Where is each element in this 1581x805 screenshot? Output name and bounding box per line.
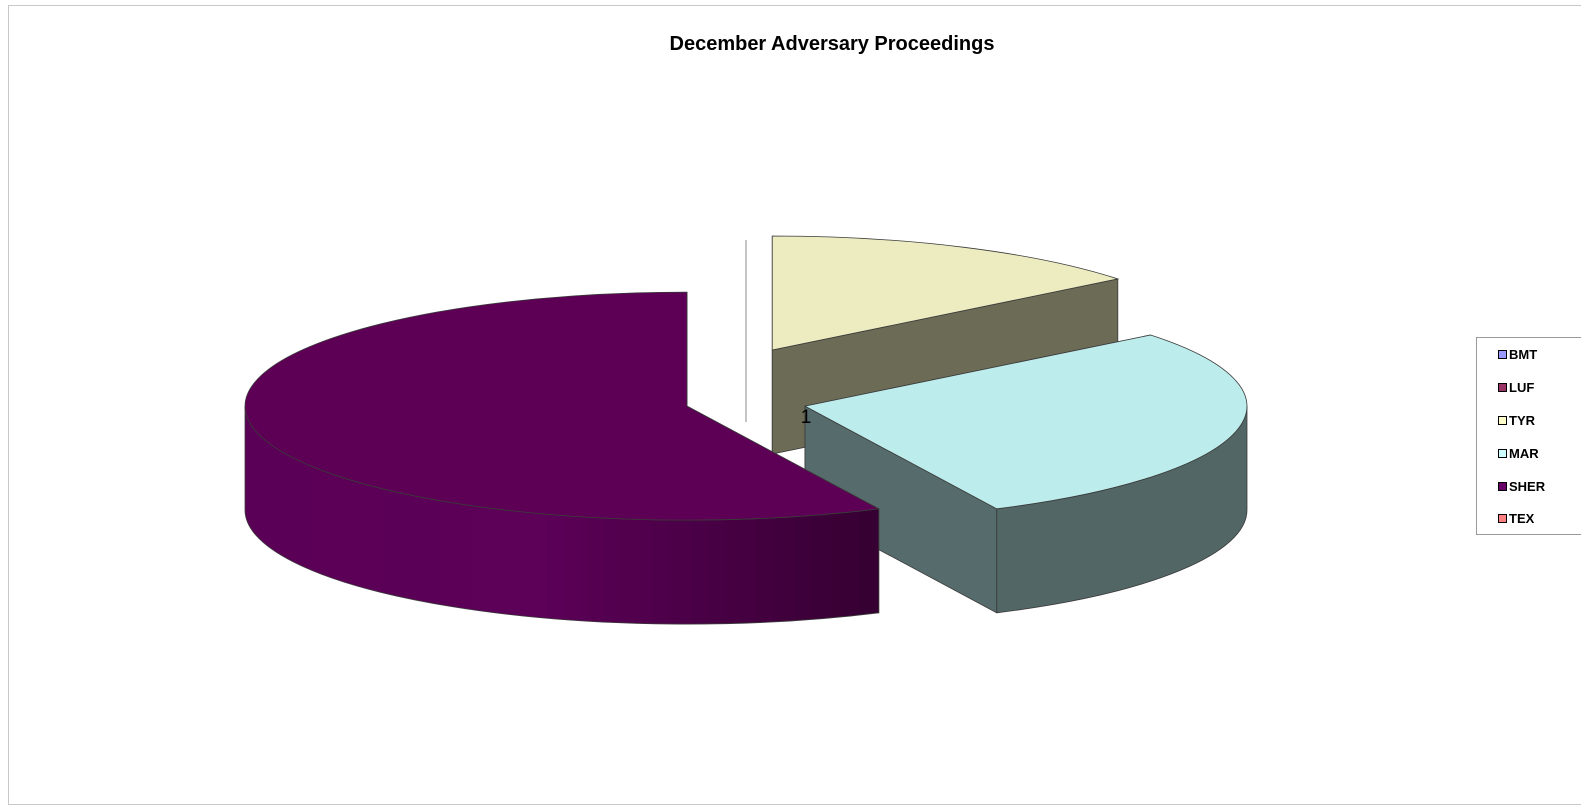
chart-title: December Adversary Proceedings <box>669 33 995 55</box>
legend-item-sher: SHER <box>1498 478 1545 494</box>
slice-sher-top <box>244 291 881 521</box>
slice-mar-top <box>803 334 1248 510</box>
legend-swatch-luf <box>1498 382 1507 392</box>
legend-item-tex: TEX <box>1498 510 1534 526</box>
slice-tyr-top <box>771 235 1120 351</box>
slice-sher <box>244 291 881 625</box>
legend-swatch-tex <box>1498 513 1507 523</box>
legend-item-luf: LUF <box>1498 379 1534 395</box>
legend-item-bmt: BMT <box>1498 346 1537 362</box>
legend-label-mar: MAR <box>1509 445 1539 461</box>
legend-swatch-mar <box>1498 448 1507 458</box>
legend-label-luf: LUF <box>1509 379 1535 395</box>
legend-label-bmt: BMT <box>1509 346 1538 362</box>
slice-mar <box>803 334 1248 614</box>
legend-item-mar: MAR <box>1498 445 1539 461</box>
legend-swatch-tyr <box>1498 415 1507 425</box>
legend-item-tyr: TYR <box>1498 412 1535 428</box>
legend-label-sher: SHER <box>1509 478 1546 494</box>
data-label-tyr: 1 <box>801 407 812 428</box>
legend-swatch-bmt <box>1498 349 1507 359</box>
legend-swatch-sher <box>1498 481 1507 491</box>
legend: BMT LUF TYR MAR SHER TEX <box>1476 337 1581 535</box>
legend-label-tex: TEX <box>1509 510 1535 526</box>
legend-label-tyr: TYR <box>1509 412 1535 428</box>
